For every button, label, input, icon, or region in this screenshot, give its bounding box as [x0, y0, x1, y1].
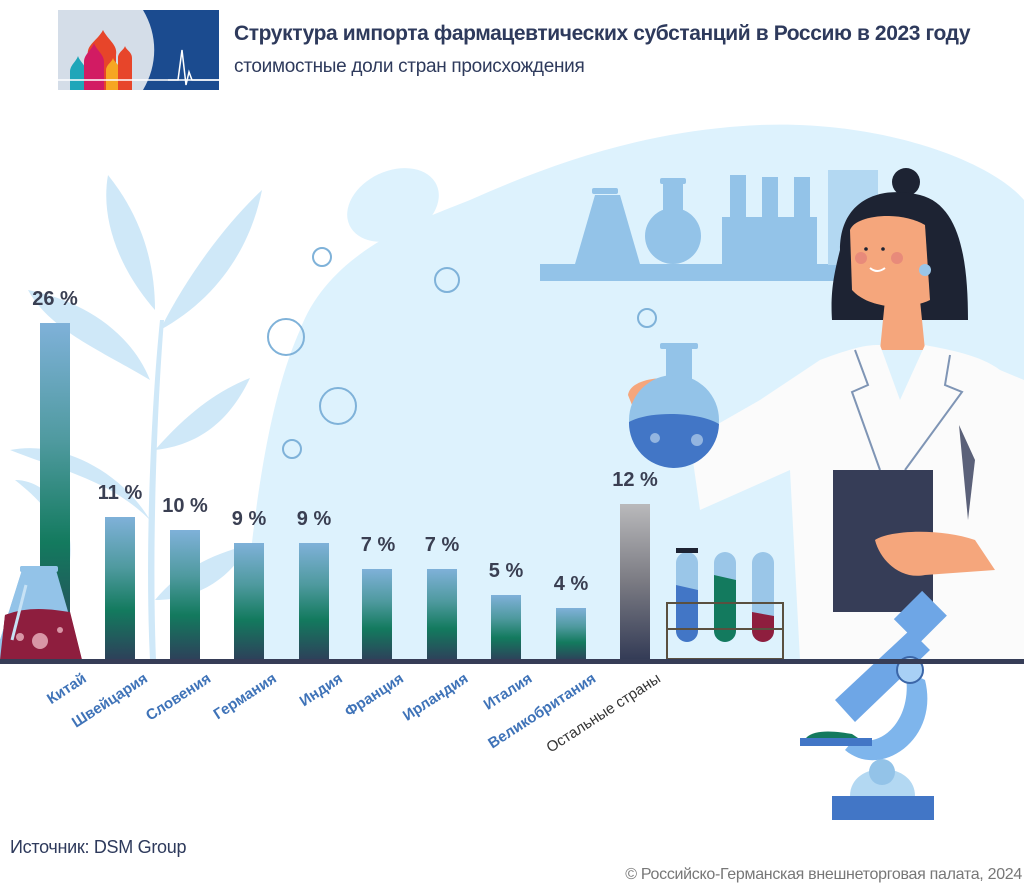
microscope-icon	[800, 590, 947, 820]
value-label-other: 12 %	[612, 469, 658, 491]
bar-italy	[491, 595, 521, 661]
value-label-germany: 9 %	[231, 508, 267, 530]
bar-slovenia	[170, 530, 200, 661]
chamber-logo	[58, 10, 219, 90]
value-label-switzerland: 11 %	[97, 482, 143, 504]
flask-overlay-icon	[0, 566, 82, 660]
bar-germany	[234, 543, 264, 661]
logo-cathedral-heartbeat-icon	[58, 10, 219, 90]
plant-leaves-icon	[10, 175, 262, 660]
bar-switzerland	[105, 517, 135, 661]
value-label-uk: 4 %	[553, 573, 589, 595]
chart-subtitle: стоимостные доли стран происхождения	[234, 56, 585, 77]
chart-title: Структура импорта фармацевтических субст…	[234, 22, 971, 45]
value-label-france: 7 %	[360, 534, 396, 556]
bar-ireland	[427, 569, 457, 661]
value-label-slovenia: 10 %	[162, 495, 208, 517]
bar-france	[362, 569, 392, 661]
bubbles-icon	[267, 247, 657, 459]
value-label-italy: 5 %	[488, 560, 524, 582]
scientist-illustration	[628, 168, 1024, 660]
value-label-ireland: 7 %	[424, 534, 460, 556]
x-axis-baseline	[0, 659, 1024, 664]
bar-other-countries	[620, 504, 650, 661]
bar-india	[299, 543, 329, 661]
value-label-india: 9 %	[296, 508, 332, 530]
copyright-note: © Российско-Германская внешнеторговая па…	[625, 866, 1022, 883]
value-label-china: 26 %	[32, 288, 78, 310]
source-note: Источник: DSM Group	[10, 837, 187, 857]
bar-uk	[556, 608, 586, 661]
test-tubes-icon	[666, 548, 784, 660]
